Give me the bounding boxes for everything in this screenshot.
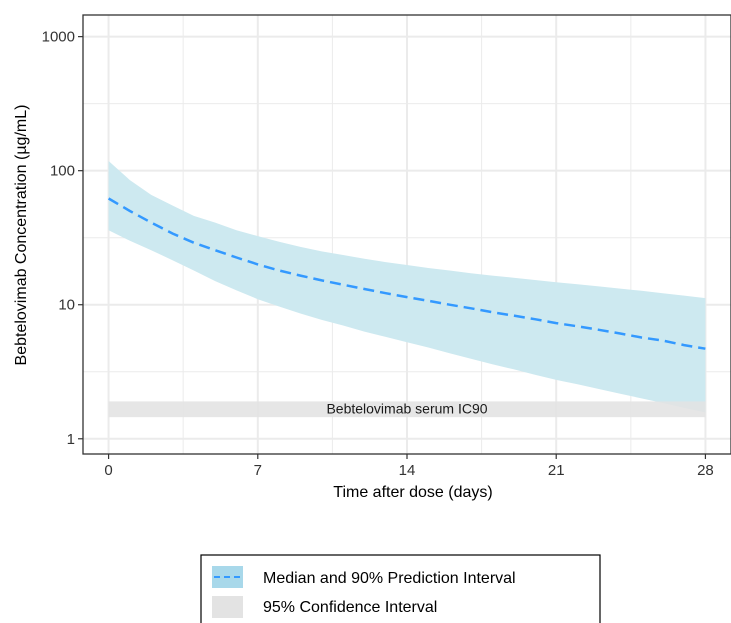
x-tick-label: 0 [104,462,112,479]
annotations: Bebtelovimab serum IC90 [326,401,487,417]
y-tick-label: 100 [50,163,75,180]
x-tick-label: 21 [548,462,565,479]
y-tick-label: 1 [67,431,75,448]
y-axis-title: Bebtelovimab Concentration (µg/mL) [13,105,30,366]
x-tick-label: 14 [399,462,416,479]
y-tick-label: 10 [58,297,75,314]
axes: 0 7 14 21 28 1 10 100 1000 [42,29,714,479]
legend-label-prediction: Median and 90% Prediction Interval [263,570,516,587]
x-axis-title: Time after dose (days) [333,484,492,501]
annotation-ic90: Bebtelovimab serum IC90 [326,401,487,417]
legend: Median and 90% Prediction Interval 95% C… [200,554,601,623]
confidence-interval-band [108,401,706,418]
median-line [107,197,706,350]
legend-box [200,554,601,623]
bands [108,161,706,418]
x-tick-label: 7 [254,462,262,479]
median-lines [107,197,706,350]
y-tick-label: 1000 [42,29,75,46]
legend-label-confidence: 95% Confidence Interval [263,599,437,616]
legend-swatch-confidence [212,596,243,618]
x-tick-label: 28 [697,462,714,479]
prediction-interval-band [108,161,706,413]
